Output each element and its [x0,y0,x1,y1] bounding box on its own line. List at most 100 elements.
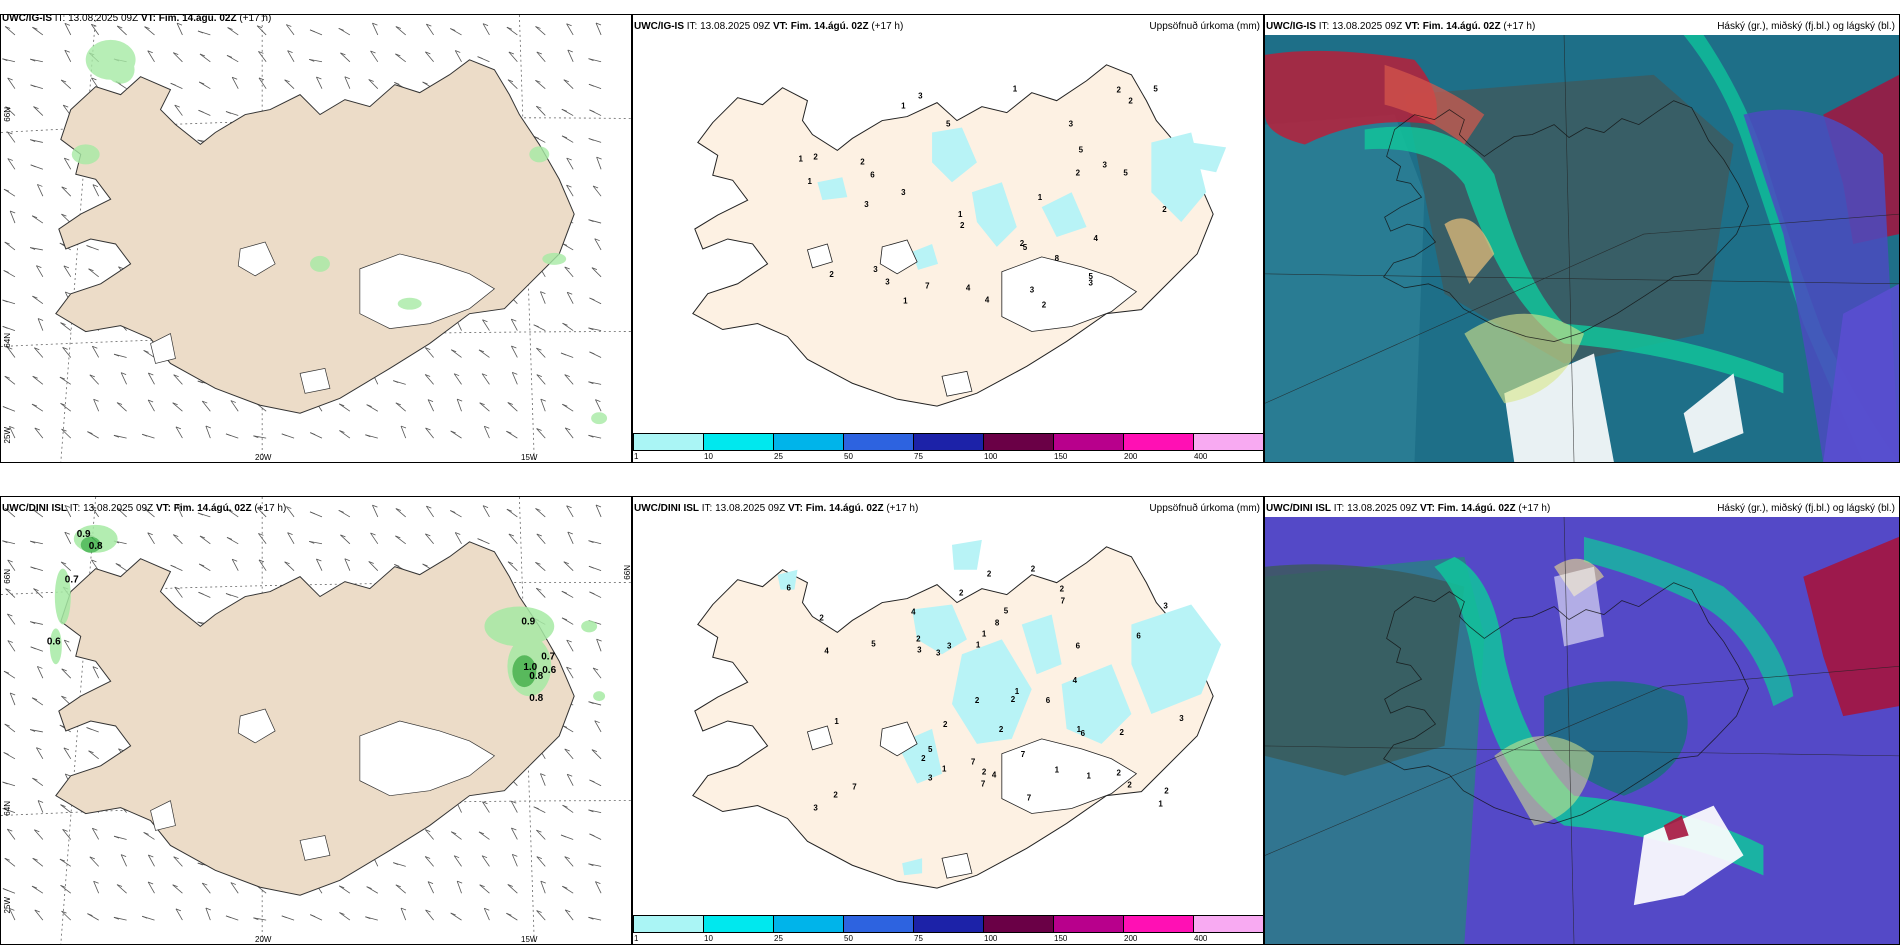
wind-barb-tick [565,427,571,431]
legend-swatch [703,433,774,451]
glaciers [806,239,1138,397]
wind-barb-tick [425,533,431,537]
wind-barb-tick [30,164,36,168]
precip-value-label: 7 [1061,597,1066,606]
rain-value-label: 0.9 [77,529,91,540]
wind-barb-tick [120,372,127,375]
wind-barb-tick [30,646,36,650]
precip-value-label: 6 [1046,696,1051,705]
wind-barb-tick [395,508,401,511]
clear-se [1683,373,1744,454]
wind-barb-tick [589,109,595,113]
precip-value-label: 7 [852,783,857,792]
wind-barb-tick [566,157,572,161]
wind-barb [536,105,546,116]
panel-title: UWC/IG-IS IT: 13.08.2025 09Z VT: Fim. 14… [634,21,904,32]
wind-barb-tick [148,372,154,376]
wind-barb [33,588,44,598]
wind-barb [147,372,155,385]
wind-barb-tick [32,777,38,781]
wind-barb-tick [340,534,346,538]
wind-barb-tick [316,558,322,562]
wind-barb [285,24,295,36]
wind-barb-tick [2,58,8,62]
wind-barb-tick [536,374,542,377]
wind-barb [36,265,44,278]
wind-barb [482,505,490,518]
wind-barb-tick [147,399,154,403]
wind-barb-tick [563,561,569,565]
wind-barb [147,50,155,62]
rain-value-label: 0.8 [529,671,543,682]
wind-barb-tick [511,318,517,322]
wind-barb [7,77,16,89]
wind-barb-tick [338,509,344,513]
wind-barb-tick [508,51,515,55]
wind-barb-tick [143,832,149,835]
wind-barb [256,25,267,36]
precip-value-label: 6 [870,170,875,179]
wind-barb-tick [567,291,573,295]
precip-legend: 1 10 25 50 75 100 150 200 400 [633,433,1263,462]
wind-barb-tick [567,49,573,53]
precip-value-label: 2 [916,634,921,643]
wind-barb-tick [562,804,568,808]
wind-barb-tick [173,534,179,537]
wind-barb-tick [561,590,567,594]
wind-barb-tick [36,265,42,269]
wind-barb [426,505,434,518]
wind-barb-tick [226,537,233,540]
wind-barb-tick [4,375,10,379]
wind-barb [536,587,546,598]
wind-barb-tick [477,538,483,541]
wind-barb-tick [144,26,150,30]
wind-barb-tick [30,58,36,62]
wind-barb [33,829,44,840]
wind-barb-tick [370,50,376,54]
wind-barb [536,910,546,921]
lon-label-25: 25W [3,427,12,444]
wind-barb-tick [457,880,463,884]
precip-value-label: 1 [976,640,981,649]
wind-barb-tick [372,22,378,26]
wind-barb-tick [395,884,401,888]
wind-barb [88,268,99,278]
wind-barb [32,295,44,305]
wind-barb-tick [536,910,542,913]
wind-barb-tick [287,50,293,54]
wind-barb [508,533,518,545]
precip-value-label: 3 [947,641,952,650]
wind-barb-tick [64,157,70,161]
wind-barb-tick [588,434,594,438]
precip-value-label: 7 [981,780,986,789]
wind-barb-tick [366,404,372,408]
wind-barb-tick [589,833,595,837]
panel-right-title: Uppsöfnuð úrkoma (mm) [1149,503,1260,514]
wind-barb-tick [596,638,602,642]
wind-barb-tick [7,158,13,161]
wind-barb-tick [202,882,208,886]
wind-barb [564,909,574,921]
wind-barb-tick [4,508,11,511]
wind-barb [453,855,462,867]
wind-barb-tick [62,829,68,832]
wind-barb-tick [10,210,16,214]
wind-barb-tick [368,561,374,564]
wind-barb-tick [395,53,401,57]
wind-barb-tick [566,639,572,643]
clear-se [1633,805,1744,906]
wind-barb-tick [535,508,541,511]
lat-label-64: 64N [3,801,12,816]
precip-value-label: 5 [946,120,951,129]
wind-barb [93,399,100,412]
wind-barb [90,24,100,36]
cloud-panel-top: UWC/IG-IS IT: 13.08.2025 09Z VT: Fim. 14… [1264,14,1900,463]
wind-barb [7,613,16,625]
wind-barb [253,917,267,921]
precip-value-label: 2 [1119,728,1124,737]
wind-barb [566,23,574,36]
wind-barb [32,508,44,518]
wind-barb-tick [588,916,594,920]
wind-barb [395,535,406,545]
wind-barb [258,77,267,89]
